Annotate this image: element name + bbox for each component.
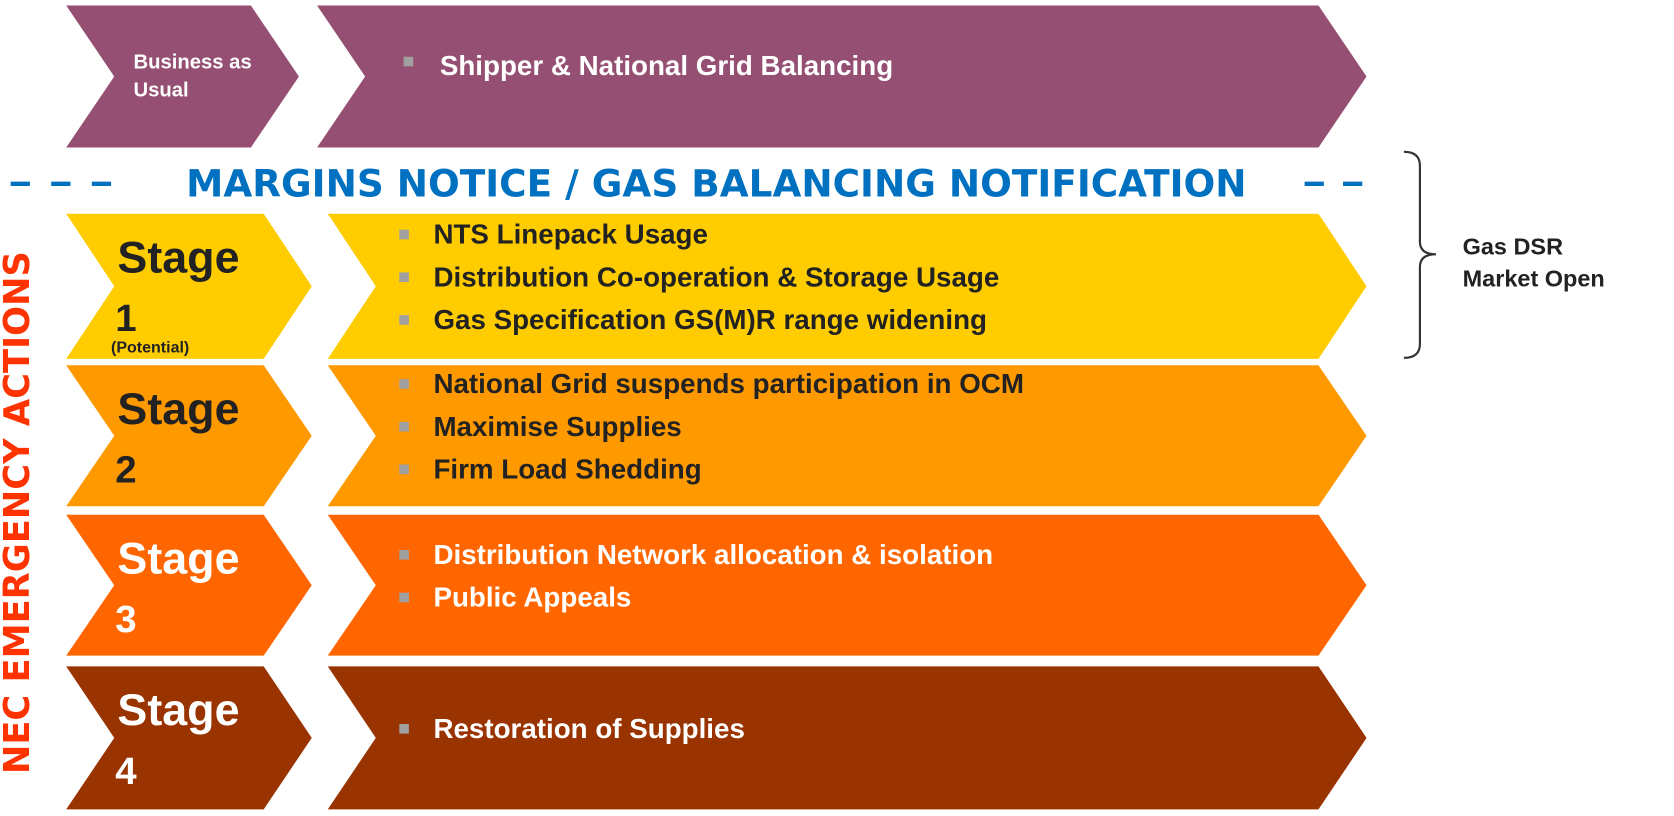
chevron-label (66, 666, 312, 810)
bullet (399, 379, 409, 389)
bracket-label: Market Open (1463, 265, 1605, 291)
bullet (403, 56, 414, 67)
chevron-label (66, 514, 312, 656)
row-label: Usual (133, 79, 188, 101)
row-label: Business as (133, 52, 251, 74)
item: Public Appeals (433, 582, 631, 613)
bracket-label: Gas DSR (1463, 233, 1563, 259)
bracket (1403, 150, 1436, 359)
stage-title: Stage (117, 383, 239, 434)
notice-title: MARGINS NOTICE / GAS BALANCING NOTIFICAT… (186, 162, 1246, 206)
chevron-body (327, 365, 1367, 507)
bullet (399, 421, 409, 432)
chevron-body (327, 213, 1367, 359)
item: NTS Linepack Usage (433, 219, 708, 250)
chevron-body (317, 5, 1367, 148)
stage-number: 1 (115, 297, 136, 340)
chevron-label (66, 5, 299, 148)
item: Gas Specification GS(M)R range widening (433, 304, 987, 335)
chevron-label (66, 365, 312, 507)
stage-number: 2 (115, 449, 136, 492)
chevron-body (327, 514, 1367, 656)
bullet (399, 272, 409, 283)
bullet (399, 549, 409, 560)
stage-title: Stage (117, 684, 239, 735)
item: Distribution Network allocation & isolat… (433, 539, 993, 570)
item: Maximise Supplies (433, 411, 681, 442)
stage-title: Stage (117, 532, 239, 583)
item: National Grid suspends participation in … (433, 368, 1024, 399)
item: Distribution Co-operation & Storage Usag… (433, 261, 999, 292)
stage-number: 3 (115, 598, 136, 641)
stage-number: 4 (115, 750, 137, 793)
chevron-body (327, 666, 1367, 810)
bullet (399, 592, 409, 603)
stage-note: (Potential) (111, 339, 189, 356)
chevron-label (66, 213, 312, 359)
item: Shipper & National Grid Balancing (440, 50, 893, 81)
bullet (399, 464, 409, 475)
item: Firm Load Shedding (433, 453, 701, 484)
bullet (399, 724, 409, 734)
bullet (399, 315, 409, 325)
bullet (399, 229, 409, 240)
side-label: NEC EMERGENCY ACTIONS (0, 251, 38, 774)
stage-title: Stage (117, 231, 239, 282)
item: Restoration of Supplies (433, 713, 744, 744)
